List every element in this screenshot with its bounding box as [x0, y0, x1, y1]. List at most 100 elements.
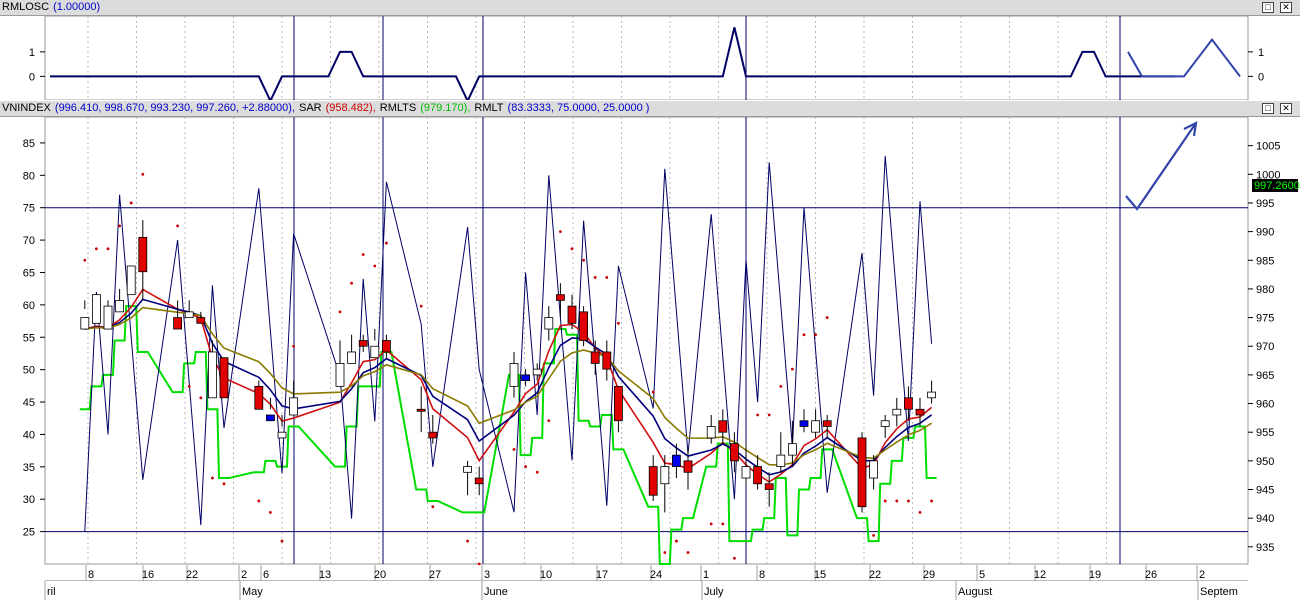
candle-body [904, 397, 913, 410]
right-ytick-label: 935 [1256, 542, 1274, 554]
candle-body [614, 385, 623, 422]
right-ytick-label: 995 [1256, 198, 1274, 210]
x-month-label: ril [47, 586, 56, 598]
sar-dot [118, 224, 121, 228]
sar-dot [907, 499, 910, 503]
candle-body [730, 443, 739, 462]
x-day-label: 10 [540, 569, 552, 581]
candle-body [567, 305, 577, 324]
candle-body [718, 420, 728, 433]
osc-value: (1.00000) [53, 1, 101, 13]
right-ytick-label: 1005 [1256, 141, 1280, 153]
candle-body [428, 431, 438, 439]
candle-body [776, 454, 786, 467]
sar-dot [570, 247, 574, 251]
restore-icon[interactable]: □ [1262, 2, 1274, 13]
rmlts-line [79, 305, 937, 565]
candle-body [370, 345, 380, 359]
sar-dot [524, 465, 527, 468]
candle-body [173, 317, 183, 330]
osc-projection-line [1127, 37, 1241, 78]
candle-body [822, 420, 832, 427]
candle-body [741, 466, 751, 479]
candle-body [381, 340, 391, 353]
sar-dot [883, 499, 887, 503]
sar-dot [419, 304, 423, 308]
candle-body [509, 363, 519, 387]
right-ytick-label: 1000 [1256, 169, 1280, 181]
sar-dot [709, 522, 713, 526]
candle-body [799, 420, 809, 427]
restore-icon[interactable]: □ [1262, 103, 1274, 114]
sar-dot [930, 499, 933, 503]
sar-dot [466, 539, 469, 543]
candle-body [289, 397, 299, 416]
sar-dot [141, 172, 145, 176]
close-icon[interactable]: ✕ [1280, 103, 1292, 114]
x-day-label: 12 [1034, 569, 1046, 581]
sar-dot [222, 482, 226, 486]
left-ytick-label: 35 [23, 462, 35, 474]
left-ytick-label: 60 [23, 300, 35, 312]
sar-dot [663, 551, 667, 554]
x-month-label: May [242, 586, 263, 598]
sar-dot [756, 413, 759, 417]
osc-ytick-label: 1 [29, 47, 35, 59]
sar-dot [385, 241, 388, 245]
rmlt-name: RMLT [474, 102, 504, 114]
left-ytick-label: 70 [23, 235, 35, 247]
x-month-label: June [484, 586, 508, 598]
x-day-label: 2 [241, 569, 247, 581]
candle-body [80, 317, 90, 330]
left-ytick-label: 30 [23, 494, 35, 506]
osc-name: RMLOSC [2, 1, 50, 13]
sar-dot [547, 419, 551, 423]
candle-body [753, 466, 762, 485]
candle-body [869, 460, 878, 479]
candle-body [103, 305, 113, 330]
candle-body [915, 408, 925, 416]
osc-ytick-label-right: 1 [1258, 47, 1264, 59]
candle-body [521, 374, 530, 382]
sar-dot [95, 247, 98, 251]
sar-dot [651, 390, 655, 394]
x-month-label: August [958, 586, 992, 598]
sar-dot [814, 333, 817, 337]
sar-dot [361, 253, 365, 256]
sar-dot [338, 310, 342, 314]
right-ytick-label: 970 [1256, 341, 1274, 353]
candle-body [788, 443, 797, 456]
right-ytick-label: 975 [1256, 313, 1274, 325]
candle-body [556, 294, 565, 301]
sar-dot [373, 264, 377, 268]
left-ytick-label: 25 [23, 527, 35, 539]
candle-body [672, 454, 681, 467]
sar-dot [605, 276, 609, 279]
osc-line [50, 27, 1176, 100]
osc-chart: 1 1 0 0 [29, 16, 1264, 100]
sar-name: SAR [298, 102, 322, 114]
right-ytick-label: 990 [1256, 227, 1274, 239]
sar-dot [918, 511, 922, 514]
left-ytick-label: 65 [23, 267, 35, 279]
sar-dot [617, 321, 620, 325]
x-day-label: 24 [650, 569, 662, 581]
x-day-label: 6 [263, 569, 269, 581]
candle-body [196, 317, 206, 324]
left-ytick-label: 75 [23, 203, 35, 215]
osc-ytick-label: 0 [29, 71, 35, 83]
sar-dot [721, 522, 725, 526]
last-price-label: 997.2600 [1254, 180, 1300, 192]
candle-body [254, 385, 264, 410]
x-day-label: 2 [1199, 569, 1205, 581]
candle-body [544, 317, 554, 330]
rmlts-value: (979.170), [420, 102, 471, 114]
sar-dot [269, 511, 272, 514]
candle-body [416, 408, 426, 412]
x-day-label: 17 [596, 569, 608, 581]
left-ytick-label: 80 [23, 170, 35, 182]
candle-body [207, 351, 217, 399]
sar-dot [257, 499, 261, 503]
close-icon[interactable]: ✕ [1280, 2, 1292, 13]
x-day-label: 26 [1145, 569, 1157, 581]
